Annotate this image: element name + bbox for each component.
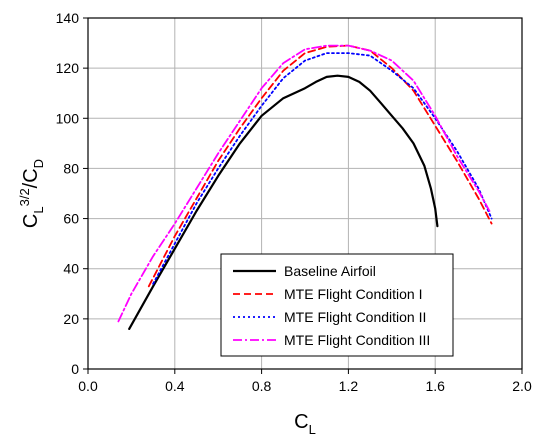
y-axis-title-sup: 3/2 bbox=[17, 188, 32, 206]
y-tick-label: 80 bbox=[63, 160, 79, 176]
x-tick-label: 0.8 bbox=[252, 378, 272, 394]
legend-label-3: MTE Flight Condition II bbox=[284, 309, 426, 325]
y-tick-label: 100 bbox=[56, 110, 80, 126]
legend-label-1: Baseline Airfoil bbox=[284, 263, 376, 279]
y-tick-label: 20 bbox=[63, 311, 79, 327]
x-tick-label: 1.2 bbox=[339, 378, 359, 394]
series-line-2 bbox=[147, 44, 493, 288]
y-tick-label: 140 bbox=[56, 10, 80, 26]
series-line-1 bbox=[128, 74, 439, 330]
x-axis-title-sub: L bbox=[309, 422, 316, 437]
y-axis-title-main: C bbox=[20, 214, 42, 228]
y-tick-label: 60 bbox=[63, 211, 79, 227]
y-tick-label: 0 bbox=[71, 361, 79, 377]
y-axis-title-sub2: D bbox=[31, 159, 46, 168]
plot-frame bbox=[87, 17, 523, 370]
x-tick-label: 1.6 bbox=[425, 378, 445, 394]
legend: Baseline Airfoil MTE Flight Condition I MT… bbox=[220, 253, 454, 357]
y-axis-title-slash: /C bbox=[20, 168, 42, 188]
x-tick-label: 0.4 bbox=[165, 378, 185, 394]
x-axis-title: CL bbox=[294, 411, 316, 437]
x-axis-title-main: C bbox=[294, 411, 308, 433]
x-tick-label: 0.0 bbox=[78, 378, 98, 394]
legend-label-2: MTE Flight Condition I bbox=[284, 286, 423, 302]
x-tick-label: 2.0 bbox=[512, 378, 532, 394]
y-tick-label: 120 bbox=[56, 60, 80, 76]
series-line-4 bbox=[117, 44, 491, 323]
y-axis-title: CL3/2/CD bbox=[17, 159, 46, 228]
legend-label-4: MTE Flight Condition III bbox=[284, 332, 430, 348]
tick-labels: 0.0 0.4 0.8 1.2 1.6 2.0 0 20 40 60 80 100 120 140 bbox=[56, 10, 532, 394]
series-line-3 bbox=[152, 52, 493, 285]
y-tick-label: 40 bbox=[63, 261, 79, 277]
y-axis-title-sub1: L bbox=[31, 206, 46, 213]
series-lines bbox=[117, 44, 493, 330]
axis-ticks bbox=[83, 17, 523, 374]
